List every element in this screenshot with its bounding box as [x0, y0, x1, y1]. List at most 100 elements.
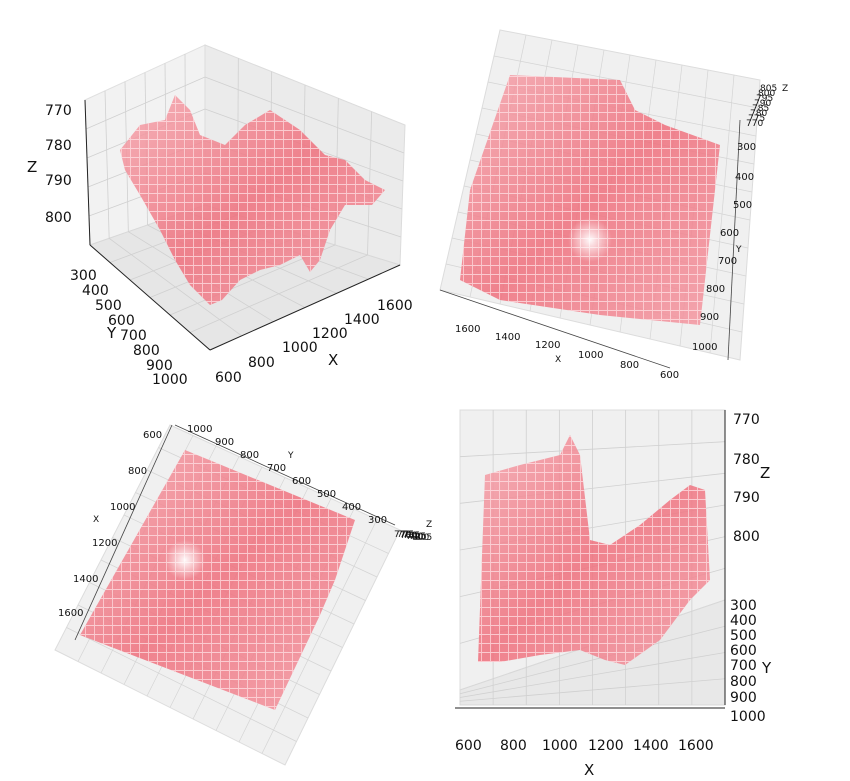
z-tick-label: 780	[750, 109, 767, 119]
y-tick-label: 500	[95, 298, 122, 314]
z-tick-label: 780	[45, 138, 72, 154]
z-tick-label: 800	[412, 533, 429, 543]
x-tick-label: 600	[143, 430, 162, 441]
x-tick-label: 1400	[73, 574, 98, 585]
y-tick-label: 400	[82, 283, 109, 299]
z-tick-label: 775	[397, 530, 414, 540]
chart-panel-2: 805 800 795 790 785 780 775 770 Z 300 40…	[439, 29, 788, 381]
y-tick-labels: 1000 900 800 700 600 500 400 300	[187, 424, 387, 526]
surface-highlight	[165, 540, 205, 580]
z-tick-label: 770	[733, 412, 760, 428]
y-tick-label: 400	[735, 172, 754, 183]
x-tick-labels: 600 800 1000 1200 1400 1600	[215, 298, 413, 386]
grid-line	[85, 76, 206, 130]
y-axis-label: Y	[735, 245, 742, 255]
z-tick-label: 780	[733, 452, 760, 468]
y-tick-label: 800	[730, 674, 757, 690]
z-tick-label: 800	[758, 89, 775, 99]
y-tick-label: 1000	[152, 372, 188, 388]
x-tick-labels: 600 800 1000 1200 1400 1600	[58, 430, 162, 619]
x-axis-line	[209, 264, 401, 351]
x-tick-label: 1200	[535, 340, 560, 351]
y-tick-labels: 300 400 500 600 700 800 900 1000	[730, 598, 766, 725]
x-tick-label: 1400	[344, 312, 380, 328]
y-tick-labels: 300 400 500 600 700 800 900 1000	[692, 142, 756, 353]
chart-panel-3: 1000 900 800 700 600 500 400 300 Y 600 8…	[54, 424, 432, 766]
x-tick-labels: 1600 1400 1200 1000 800 600	[455, 324, 679, 381]
y-tick-label: 900	[700, 312, 719, 323]
x-axis-label: X	[328, 351, 338, 369]
surface-mesh-3	[80, 450, 355, 710]
grid-line	[493, 55, 759, 109]
x-axis-label: X	[93, 515, 99, 525]
x-tick-label: 1200	[92, 538, 117, 549]
y-axis-label: Y	[761, 659, 772, 677]
x-axis-label: X	[584, 761, 594, 779]
x-tick-label: 1000	[578, 350, 603, 361]
y-tick-label: 700	[730, 658, 757, 674]
z-tick-label: 770	[394, 530, 411, 540]
y-tick-label: 600	[730, 643, 757, 659]
x-tick-label: 800	[128, 466, 147, 477]
y-tick-label: 900	[215, 437, 234, 448]
z-tick-label: 795	[756, 94, 773, 104]
y-axis-line	[89, 244, 211, 351]
grid-line	[459, 652, 726, 698]
z-axis-label: Z	[27, 158, 37, 176]
y-tick-label: 300	[730, 598, 757, 614]
x-tick-label: 1000	[282, 340, 318, 356]
x-tick-label: 1600	[678, 738, 714, 754]
z-tick-label: 790	[45, 173, 72, 189]
y-tick-label: 900	[146, 358, 173, 374]
z-tick-label: 805	[760, 84, 777, 94]
y-tick-label: 800	[706, 284, 725, 295]
grid-line	[459, 625, 726, 695]
y-tick-label: 600	[720, 228, 739, 239]
x-tick-label: 1200	[312, 326, 348, 342]
x-tick-label: 1000	[110, 502, 135, 513]
x-axis-line	[439, 289, 671, 369]
grid-line	[189, 254, 368, 333]
grid-line	[66, 627, 297, 742]
grid-line	[104, 90, 110, 239]
z-axis-label: Z	[782, 84, 788, 94]
x-tick-label: 600	[660, 370, 679, 381]
surface-highlight	[568, 218, 612, 262]
surface-mesh-2	[460, 75, 720, 325]
z-tick-label: 800	[733, 529, 760, 545]
x-tick-label: 1400	[633, 738, 669, 754]
x-tick-label: 800	[248, 355, 275, 371]
z-tick-label: 800	[45, 210, 72, 226]
x-axis-line	[74, 424, 173, 641]
grid-line	[459, 678, 726, 702]
y-tick-label: 400	[342, 502, 361, 513]
y-tick-label: 700	[267, 463, 286, 474]
chart-panel-1: 770 780 790 800 Z 300 400 500 600 700 80…	[27, 44, 413, 388]
surface-mesh-1	[120, 95, 385, 305]
y-axis-label: Y	[106, 324, 117, 342]
x-tick-label: 1600	[58, 608, 83, 619]
x-tick-labels: 600 800 1000 1200 1400 1600	[455, 738, 714, 754]
y-axis-line	[174, 424, 396, 526]
z-tick-labels: 805 800 795 790 785 780 775 770	[746, 84, 777, 129]
y-tick-label: 500	[733, 200, 752, 211]
z-tick-label: 775	[748, 114, 765, 124]
y-tick-label: 500	[317, 489, 336, 500]
y-tick-label: 500	[730, 628, 757, 644]
y-tick-label: 800	[133, 343, 160, 359]
z-tick-labels: 770 780 790 800	[45, 103, 72, 226]
x-tick-label: 1000	[542, 738, 578, 754]
z-tick-label: 790	[733, 490, 760, 506]
y-axis-label: Y	[287, 451, 294, 461]
z-tick-label: 795	[409, 532, 426, 542]
y-tick-label: 1000	[730, 709, 766, 725]
y-tick-label: 400	[730, 613, 757, 629]
y-tick-label: 700	[120, 328, 147, 344]
z-tick-labels: 770 780 790 800	[733, 412, 760, 545]
x-tick-label: 800	[620, 360, 639, 371]
z-axis-line	[84, 99, 91, 246]
y-tick-label: 300	[368, 515, 387, 526]
y-tick-label: 300	[737, 142, 756, 153]
z-tick-label: 790	[754, 99, 771, 109]
